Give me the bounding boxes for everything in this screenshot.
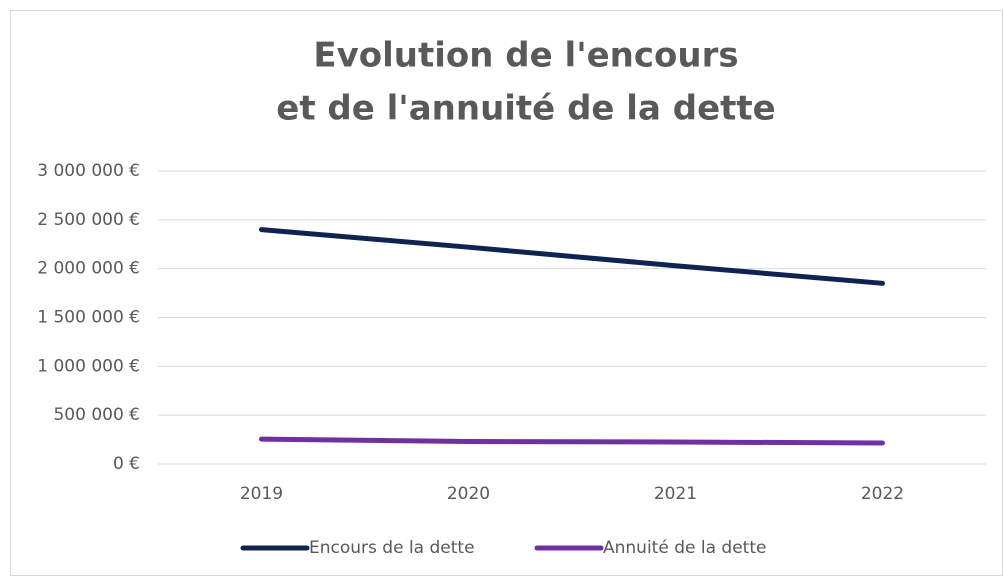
y-tick-label: 1 500 000 € xyxy=(37,308,140,328)
y-tick-label: 500 000 € xyxy=(53,405,140,425)
y-tick-label: 2 500 000 € xyxy=(37,210,140,230)
series-line xyxy=(259,436,885,446)
chart-border xyxy=(10,10,1003,576)
y-tick-label: 2 000 000 € xyxy=(37,259,140,279)
y-tick-label: 1 000 000 € xyxy=(37,356,140,376)
legend-label: Annuité de la dette xyxy=(603,538,766,558)
y-tick-label: 3 000 000 € xyxy=(37,161,140,181)
x-tick-label: 2020 xyxy=(447,484,490,504)
chart-title: et de l'annuité de la dette xyxy=(276,89,775,129)
series-line xyxy=(259,227,885,286)
y-tick-label: 0 € xyxy=(113,454,140,474)
x-tick-label: 2021 xyxy=(654,484,697,504)
chart-title: Evolution de l'encours xyxy=(313,36,738,76)
x-tick-label: 2022 xyxy=(861,484,904,504)
x-tick-label: 2019 xyxy=(240,484,283,504)
legend-label: Encours de la dette xyxy=(309,538,475,558)
